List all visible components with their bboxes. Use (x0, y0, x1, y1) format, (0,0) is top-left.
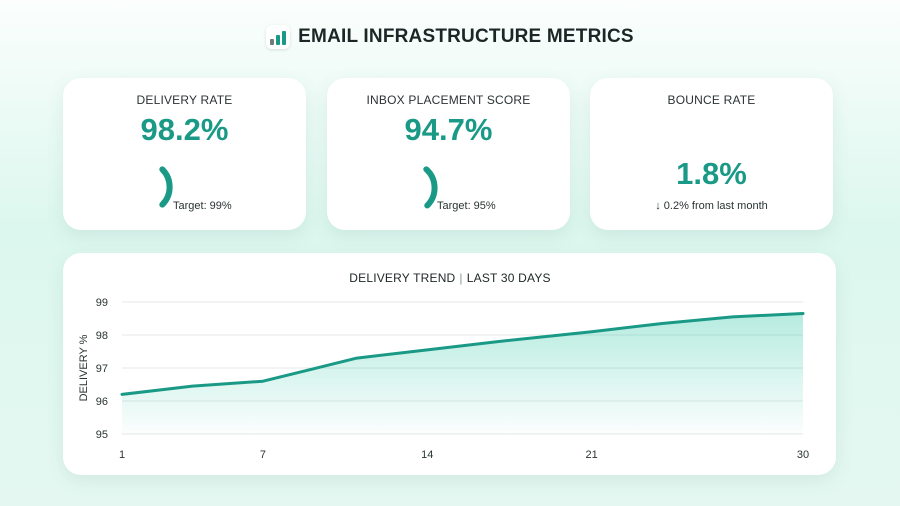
x-tick-label: 1 (119, 449, 125, 461)
bounce-rate-change: ↓ 0.2% from last month (655, 200, 768, 212)
bar-chart-icon (266, 25, 291, 49)
bounce-rate-label: BOUNCE RATE (667, 93, 756, 107)
x-tick-label: 14 (421, 449, 433, 461)
dashboard-header: EMAIL INFRASTRUCTURE METRICS (0, 22, 900, 52)
chart-title-main: DELIVERY TREND (349, 271, 456, 285)
chart-title-separator: | (459, 271, 463, 285)
x-tick-label: 7 (260, 449, 266, 461)
y-tick-label: 95 (96, 429, 108, 441)
y-axis-label: DELIVERY % (78, 334, 90, 401)
inbox-placement-card: INBOX PLACEMENT SCORE 94.7% Target: 95% (327, 78, 570, 230)
y-tick-label: 99 (96, 297, 108, 309)
y-tick-label: 98 (96, 330, 108, 342)
inbox-placement-value: 94.7% (404, 112, 493, 147)
bounce-rate-card: BOUNCE RATE 1.8% ↓ 0.2% from last month (590, 78, 833, 230)
bounce-rate-value: 1.8% (676, 156, 747, 191)
delivery-rate-label: DELIVERY RATE (136, 93, 233, 107)
delivery-rate-value: 98.2% (140, 112, 229, 147)
inbox-placement-target: Target: 95% (437, 200, 496, 212)
chart-title: DELIVERY TREND | LAST 30 DAYS (0, 271, 900, 285)
inbox-placement-label: INBOX PLACEMENT SCORE (366, 93, 531, 107)
y-tick-label: 96 (96, 396, 108, 408)
delivery-rate-card: DELIVERY RATE 98.2% Target: 99% (63, 78, 306, 230)
delivery-rate-target: Target: 99% (173, 200, 232, 212)
x-tick-label: 21 (586, 449, 598, 461)
inbox-placement-gauge (423, 166, 438, 209)
chart-subtitle: LAST 30 DAYS (466, 271, 551, 285)
page-title: EMAIL INFRASTRUCTURE METRICS (298, 26, 634, 47)
delivery-rate-gauge (159, 166, 173, 208)
series-area (122, 313, 803, 434)
x-tick-label: 30 (797, 449, 809, 461)
y-tick-label: 97 (96, 363, 108, 375)
